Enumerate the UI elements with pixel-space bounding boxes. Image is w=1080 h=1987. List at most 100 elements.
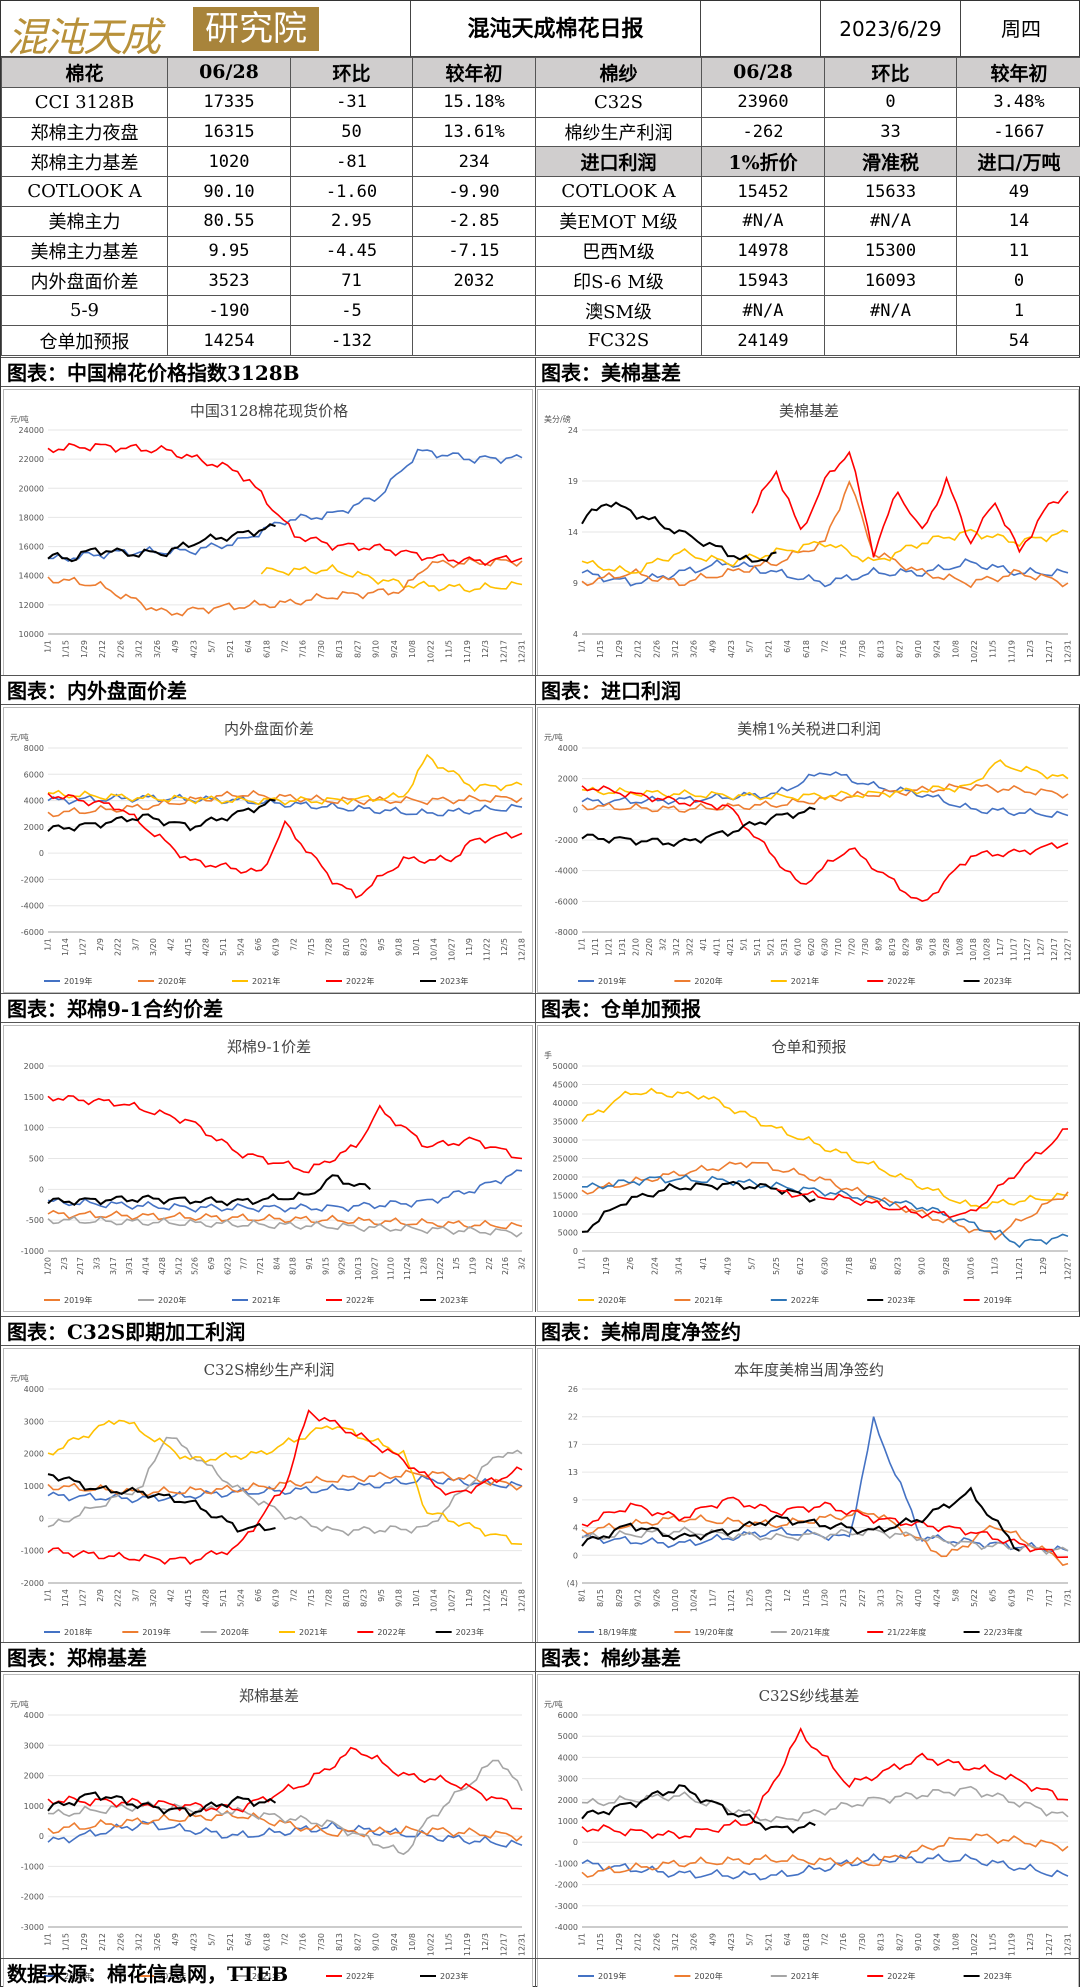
x-tick-label: 9/10 (914, 640, 923, 658)
series-line (47, 1473, 276, 1533)
logo-text: 混沌天成 (7, 15, 161, 57)
x-tick-label: 10/27 (447, 1589, 456, 1612)
y-tick-label: 30000 (553, 1136, 578, 1145)
x-tick-label: 2/22 (114, 938, 123, 956)
series-line (47, 792, 523, 899)
row-value (824, 325, 957, 356)
y-tick-label: -4000 (21, 902, 44, 911)
x-tick-label: 6/20 (807, 938, 816, 956)
x-tick-label: 7/30 (317, 1933, 326, 1951)
legend-label: 2023年 (984, 1971, 1012, 1981)
x-tick-label: 4/28 (202, 1589, 211, 1607)
series-line (47, 798, 276, 832)
column-header: 06/28 (701, 57, 825, 88)
x-tick-label: 4/23 (727, 1933, 736, 1951)
row-value: 1020 (167, 146, 291, 178)
x-tick-label: 11/19 (1007, 640, 1016, 663)
row-value: 15300 (824, 235, 957, 267)
x-tick-label: 7/28 (324, 938, 333, 956)
column-divider (535, 993, 536, 1312)
x-tick-label: 11/5 (445, 640, 454, 658)
x-tick-label: 5/21 (764, 1933, 773, 1951)
x-tick-label: 4/24 (933, 1589, 942, 1607)
x-tick-label: 3/12 (135, 640, 144, 658)
series-line (47, 1746, 523, 1813)
y-unit-label: 美分/磅 (544, 414, 571, 424)
x-tick-label: 1/1 (578, 1933, 587, 1946)
y-tick-label: 14 (568, 528, 578, 537)
column-header: 进口/万吨 (956, 146, 1080, 178)
legend-label: 2020年 (221, 1627, 249, 1637)
x-tick-label: 2/26 (652, 1933, 661, 1951)
x-tick-label: 2/20 (645, 938, 654, 956)
x-tick-label: 10/13 (354, 1257, 363, 1280)
row-value: 3.48% (956, 86, 1080, 118)
x-tick-label: 9/10 (372, 640, 381, 658)
y-tick-label: 4000 (558, 1753, 578, 1762)
x-tick-label: 1/1 (44, 1589, 53, 1602)
x-tick-label: 2/6 (626, 1257, 635, 1270)
x-tick-label: 6/4 (244, 1933, 253, 1946)
x-tick-label: 11/17 (1010, 938, 1019, 961)
series-line (581, 1852, 1069, 1881)
row-value: 13.61% (412, 116, 536, 148)
y-tick-label: 15000 (553, 1192, 578, 1201)
row-value: #N/A (701, 295, 825, 327)
y-tick-label: 16000 (19, 543, 44, 552)
chart-title: 内外盘面价差 (224, 720, 314, 738)
x-tick-label: 1/29 (615, 1933, 624, 1951)
x-tick-label: 12/3 (1026, 640, 1035, 658)
section-title: 图表：进口利润 (535, 675, 1080, 705)
x-tick-label: 10/22 (426, 1933, 435, 1956)
table-row: 美棉主力基差 9.95 -4.45 -7.15 巴西M级 14978 15300 11 (1, 235, 1080, 267)
row-value: 80.55 (167, 205, 291, 237)
column-header: 较年初 (956, 57, 1080, 88)
y-tick-label: 50000 (553, 1062, 578, 1071)
chart-title: C32S纱线基差 (759, 1687, 860, 1705)
x-tick-label: 1/1 (578, 640, 587, 653)
x-tick-label: 7/28 (324, 1589, 333, 1607)
y-tick-label: 0 (573, 1247, 578, 1256)
x-tick-label: 5/11 (219, 1589, 228, 1607)
row-value: 15.18% (412, 86, 536, 118)
chart-title: 美棉基差 (779, 402, 839, 420)
x-tick-label: 1/19 (602, 1257, 611, 1275)
x-tick-label: 9/29 (338, 1257, 347, 1275)
x-tick-label: 9/10 (914, 1933, 923, 1951)
x-tick-label: 9/24 (390, 640, 399, 658)
x-tick-label: 5/21 (764, 640, 773, 658)
x-tick-label: 1/21 (605, 938, 614, 956)
row-value: 0 (956, 265, 1080, 297)
y-unit-label: 元/吨 (544, 732, 563, 742)
y-tick-label: 3000 (24, 1741, 44, 1750)
x-tick-label: 11/21 (727, 1589, 736, 1612)
series-line (581, 1486, 1020, 1552)
x-tick-label: 1/2 (783, 1589, 792, 1602)
y-tick-label: -6000 (555, 897, 578, 906)
x-tick-label: 7/30 (858, 640, 867, 658)
x-tick-label: 2/22 (114, 1589, 123, 1607)
x-tick-label: 1/15 (596, 640, 605, 658)
x-tick-label: 8/19 (888, 938, 897, 956)
table-row: COTLOOK A 90.10 -1.60 -9.90 COTLOOK A 15452 15… (1, 176, 1080, 207)
x-tick-label: 7/10 (834, 938, 843, 956)
x-tick-label: 5/7 (746, 1933, 755, 1946)
row-value: 49 (956, 176, 1080, 207)
y-tick-label: 10000 (19, 630, 44, 639)
chart-title: 郑棉基差 (239, 1687, 299, 1705)
x-tick-label: 4/11 (713, 938, 722, 956)
row-value: 234 (412, 146, 536, 178)
legend-label: 2021年 (694, 1295, 722, 1305)
x-tick-label: 12/18 (518, 938, 527, 961)
x-tick-label: 10/22 (970, 640, 979, 663)
series-line (581, 1784, 816, 1834)
x-tick-label: 12/3 (481, 1933, 490, 1951)
x-tick-label: 12/5 (500, 938, 509, 956)
legend-label: 2020年 (598, 1295, 626, 1305)
legend-label: 2022年 (887, 976, 915, 986)
x-tick-label: 3/12 (135, 1933, 144, 1951)
x-tick-label: 1/11 (591, 938, 600, 956)
y-tick-label: 22000 (19, 455, 44, 464)
